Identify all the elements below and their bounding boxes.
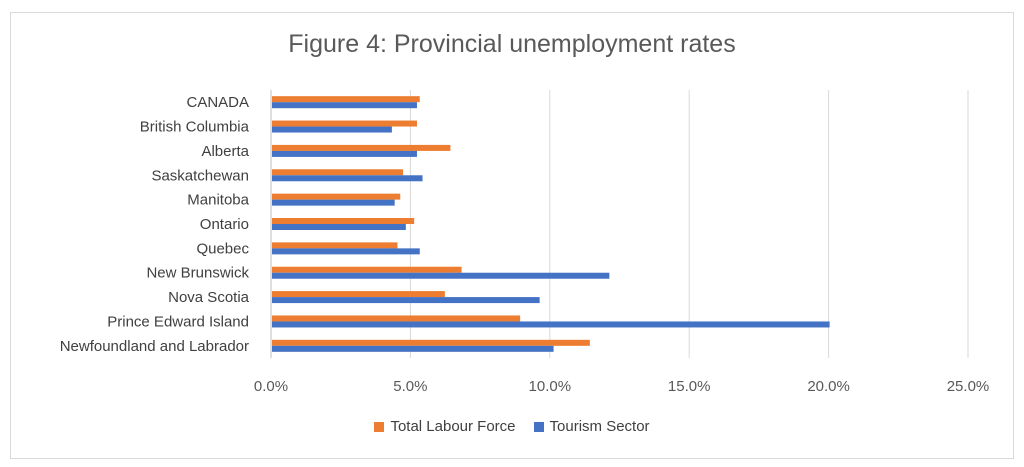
category-label: British Columbia (140, 119, 250, 136)
category-label: Ontario (200, 216, 249, 233)
legend-label-tourism-sector: Tourism Sector (549, 418, 650, 435)
category-label: New Brunswick (146, 265, 249, 282)
bar-tourism-sector (272, 175, 423, 182)
bar-total-labour-force (272, 339, 590, 346)
legend: Total Labour Force Tourism Sector (0, 418, 1024, 435)
bar-tourism-sector (272, 297, 540, 304)
bar-total-labour-force (272, 218, 415, 224)
bar-total-labour-force (272, 169, 404, 176)
bar-tourism-sector (272, 126, 392, 133)
category-label: Newfoundland and Labrador (60, 338, 249, 355)
x-tick-label: 0.0% (254, 378, 288, 395)
legend-item-total-labour-force: Total Labour Force (374, 418, 516, 435)
bar-total-labour-force (272, 291, 445, 298)
bar-total-labour-force (272, 242, 398, 249)
category-label: Saskatchewan (151, 167, 249, 184)
category-label: Manitoba (187, 192, 249, 209)
bar-tourism-sector (272, 224, 406, 230)
x-tick-label: 15.0% (668, 378, 711, 395)
legend-item-tourism-sector: Tourism Sector (533, 418, 650, 435)
x-tick-label: 25.0% (947, 378, 990, 395)
chart-title: Figure 4: Provincial unemployment rates (288, 30, 736, 58)
bar-tourism-sector (272, 272, 610, 279)
category-label: Prince Edward Island (107, 313, 249, 330)
bar-tourism-sector (272, 150, 417, 157)
bar-tourism-sector (272, 199, 395, 206)
x-tick-label: 20.0% (807, 378, 850, 395)
legend-label-total-labour-force: Total Labour Force (390, 418, 516, 435)
legend-swatch-total-labour-force (374, 421, 385, 432)
category-label: Alberta (201, 143, 249, 160)
category-label: Nova Scotia (168, 289, 250, 306)
category-label: CANADA (186, 94, 249, 111)
x-tick-label: 10.0% (529, 378, 572, 395)
x-tick-label: 5.0% (393, 378, 427, 395)
bar-total-labour-force (272, 144, 451, 151)
bar-total-labour-force (272, 96, 420, 103)
category-label: Quebec (196, 240, 249, 257)
bar-tourism-sector (272, 248, 420, 255)
bar-total-labour-force (272, 120, 417, 127)
bar-total-labour-force (272, 266, 462, 273)
legend-swatch-tourism-sector (533, 421, 544, 432)
bar-tourism-sector (272, 345, 554, 352)
chart-frame (10, 12, 1014, 459)
bar-tourism-sector (272, 321, 830, 328)
bar-total-labour-force (272, 193, 401, 200)
bar-total-labour-force (272, 315, 521, 322)
bar-tourism-sector (272, 102, 417, 109)
